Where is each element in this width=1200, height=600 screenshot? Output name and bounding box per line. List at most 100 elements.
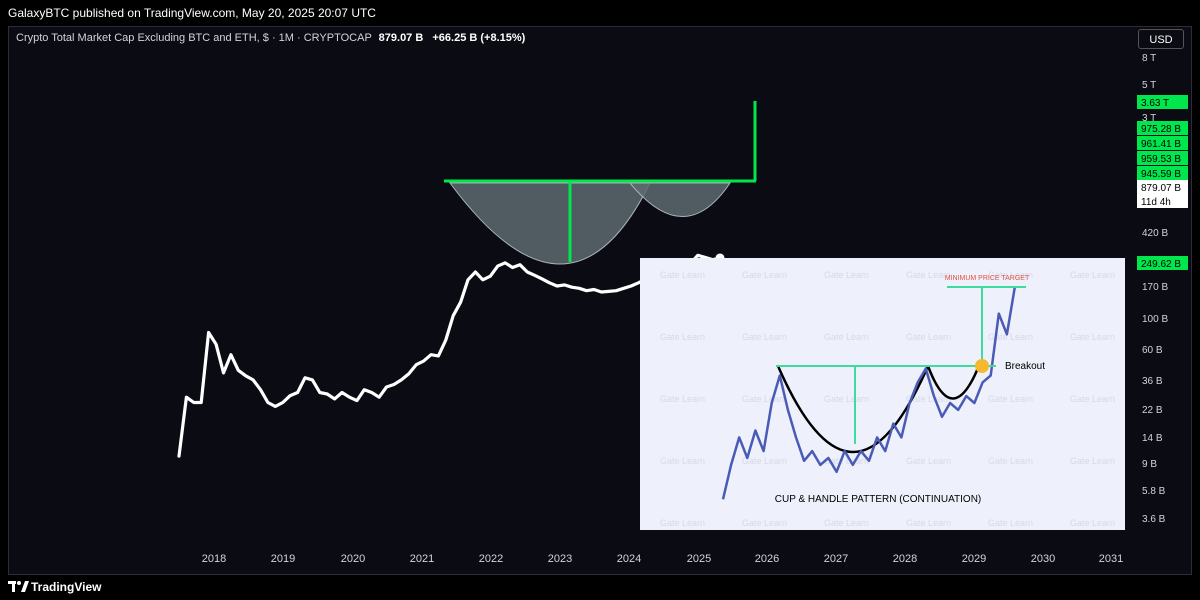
price-tag-label: 961.41 B <box>1141 139 1181 150</box>
price-tag[interactable]: 945.59 B <box>1137 166 1188 180</box>
y-tick-label: 14 B <box>1142 433 1163 444</box>
price-tag-label: 249.62 B <box>1141 259 1181 270</box>
watermark-text: Gate Learn <box>742 332 787 342</box>
watermark-text: Gate Learn <box>988 332 1033 342</box>
breakout-marker <box>975 359 989 373</box>
watermark-text: Gate Learn <box>824 456 869 466</box>
watermark-text: Gate Learn <box>906 456 951 466</box>
y-tick-label: 36 B <box>1142 376 1163 387</box>
price-line[interactable] <box>177 253 722 458</box>
watermark-text: Gate Learn <box>660 456 705 466</box>
price-tag[interactable]: 249.62 B <box>1137 256 1188 270</box>
price-tag-label: 945.59 B <box>1141 169 1181 180</box>
watermark-text: Gate Learn <box>1070 332 1115 342</box>
x-tick-label: 2022 <box>479 553 503 565</box>
price-tag-label: 3.63 T <box>1141 98 1169 109</box>
x-tick-label: 2023 <box>548 553 572 565</box>
y-tick-label: 3 T <box>1142 113 1156 124</box>
price-tag[interactable]: 975.28 B <box>1137 121 1188 135</box>
watermark-text: Gate Learn <box>660 394 705 404</box>
price-tag-bg <box>1137 121 1188 135</box>
watermark-text: Gate Learn <box>988 518 1033 528</box>
y-tick-label: 3.6 B <box>1142 514 1166 525</box>
currency-button[interactable]: USD <box>1138 29 1184 49</box>
price-tag[interactable]: 11d 4h <box>1137 194 1188 208</box>
inset-panel <box>640 258 1125 530</box>
brand-name: TradingView <box>31 580 102 594</box>
price-tag[interactable]: 959.53 B <box>1137 151 1188 165</box>
price-tag-label: 11d 4h <box>1141 197 1171 208</box>
symbol-legend: Crypto Total Market Cap Excluding BTC an… <box>16 32 525 44</box>
inset-handle-curve <box>926 365 980 400</box>
cup-shape <box>449 182 651 265</box>
watermark-text: Gate Learn <box>824 332 869 342</box>
price-tag-label: 959.53 B <box>1141 154 1181 165</box>
watermark-text: Gate Learn <box>660 332 705 342</box>
price-tag-bg <box>1137 256 1188 270</box>
x-tick-label: 2018 <box>202 553 226 565</box>
watermark-text: Gate Learn <box>742 456 787 466</box>
y-tick-label: 420 B <box>1142 228 1168 239</box>
last-value: 879.07 B <box>378 32 424 44</box>
watermark-text: Gate Learn <box>906 270 951 280</box>
footer-bar: TradingView <box>0 575 1200 600</box>
watermark-text: Gate Learn <box>1070 394 1115 404</box>
watermark-text: Gate Learn <box>988 456 1033 466</box>
y-tick-label: 9 B <box>1142 459 1157 470</box>
watermark-text: Gate Learn <box>906 332 951 342</box>
x-tick-label: 2019 <box>271 553 295 565</box>
attribution-text: GalaxyBTC published on TradingView.com, … <box>8 6 376 20</box>
watermark-text: Gate Learn <box>1070 456 1115 466</box>
y-tick-label: 60 B <box>1142 345 1163 356</box>
price-tag-bg <box>1137 151 1188 165</box>
watermark-text: Gate Learn <box>906 394 951 404</box>
watermark-text: Gate Learn <box>824 394 869 404</box>
tradingview-logo-icon <box>8 581 29 592</box>
watermark-text: Gate Learn <box>988 394 1033 404</box>
price-tag[interactable]: 879.07 B <box>1137 180 1188 194</box>
y-tick-label: 8 T <box>1142 53 1156 64</box>
watermark-text: Gate Learn <box>660 270 705 280</box>
inset-price-line <box>721 285 1017 500</box>
x-tick-label: 2024 <box>617 553 641 565</box>
price-tag-bg <box>1137 136 1188 150</box>
x-tick-label: 2025 <box>687 553 711 565</box>
y-tick-label: 5 T <box>1142 80 1156 91</box>
watermark-text: Gate Learn <box>742 270 787 280</box>
x-tick-label: 2027 <box>824 553 848 565</box>
x-tick-label: 2030 <box>1031 553 1055 565</box>
x-tick-label: 2029 <box>962 553 986 565</box>
y-tick-label: 100 B <box>1142 314 1168 325</box>
price-tag[interactable]: 961.41 B <box>1137 136 1188 150</box>
y-tick-label: 170 B <box>1142 282 1168 293</box>
x-tick-label: 2031 <box>1099 553 1123 565</box>
y-tick-label: 5.8 B <box>1142 486 1166 497</box>
price-tag-label: 879.07 B <box>1141 183 1181 194</box>
watermark-text: Gate Learn <box>742 394 787 404</box>
price-tag-bg <box>1137 180 1188 194</box>
symbol-title[interactable]: Crypto Total Market Cap Excluding BTC an… <box>16 32 372 44</box>
price-tag[interactable]: 3.63 T <box>1137 95 1188 109</box>
watermark-text: Gate Learn <box>1070 518 1115 528</box>
price-tag-bg <box>1137 95 1188 109</box>
x-tick-label: 2021 <box>410 553 434 565</box>
price-tag-bg <box>1137 166 1188 180</box>
watermark-text: Gate Learn <box>660 518 705 528</box>
price-tag-bg <box>1137 194 1188 208</box>
attribution-bar: GalaxyBTC published on TradingView.com, … <box>0 0 1200 26</box>
change-value: +66.25 B (+8.15%) <box>432 32 526 44</box>
inset-title: CUP & HANDLE PATTERN (CONTINUATION) <box>775 494 982 505</box>
watermark-text: Gate Learn <box>824 518 869 528</box>
watermark-text: Gate Learn <box>742 518 787 528</box>
watermark-text: Gate Learn <box>824 270 869 280</box>
breakout-label: Breakout <box>1005 361 1045 372</box>
price-tag-label: 975.28 B <box>1141 124 1181 135</box>
x-tick-label: 2028 <box>893 553 917 565</box>
watermark-text: Gate Learn <box>988 270 1033 280</box>
y-tick-label: 22 B <box>1142 405 1163 416</box>
x-tick-label: 2020 <box>341 553 365 565</box>
watermark-text: Gate Learn <box>1070 270 1115 280</box>
x-tick-label: 2026 <box>755 553 779 565</box>
minimum-price-target-label: MINIMUM PRICE TARGET <box>945 275 1030 282</box>
